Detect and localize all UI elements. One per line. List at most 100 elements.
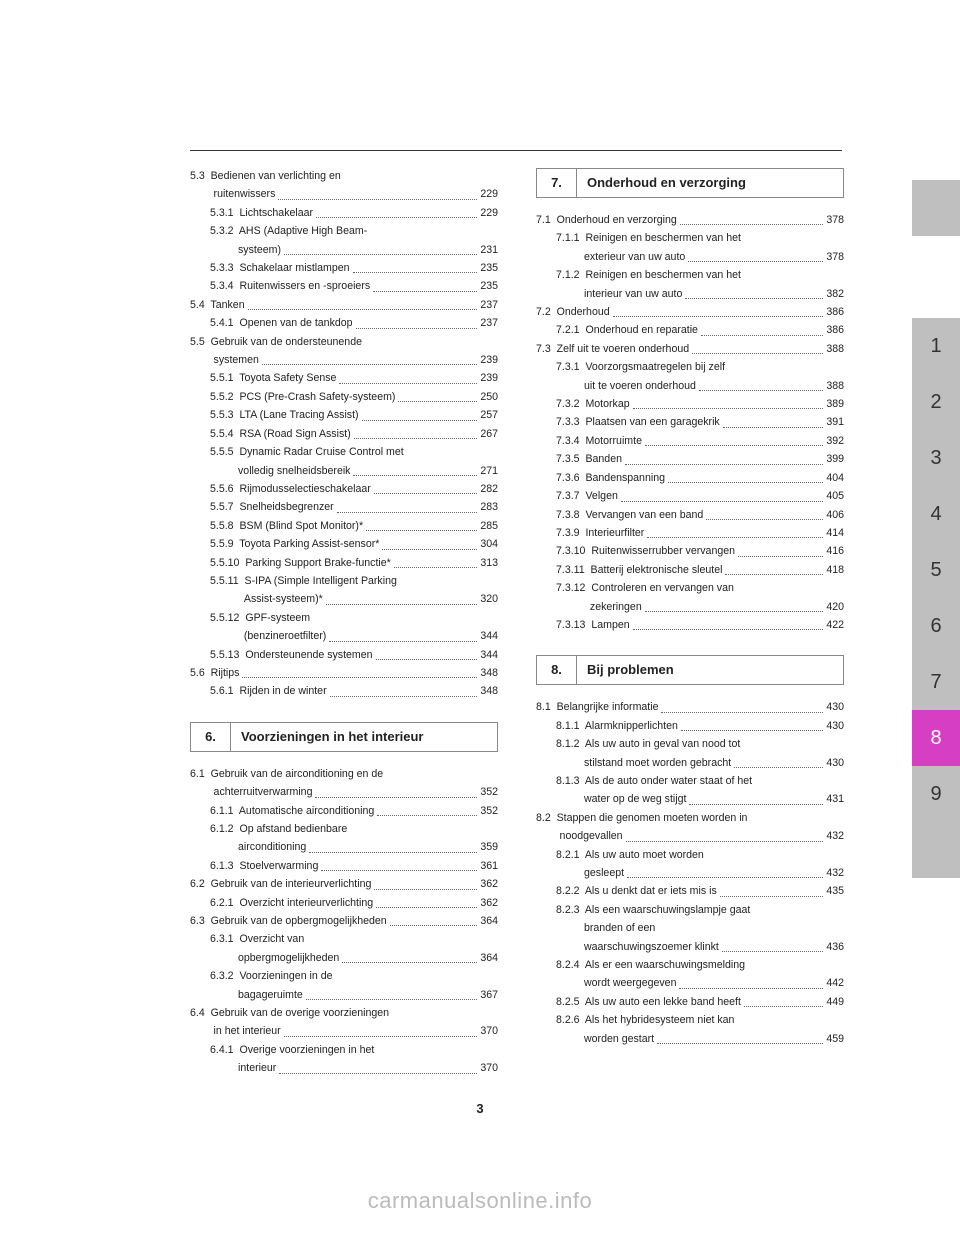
toc-leader-dots	[706, 519, 823, 520]
toc-page-number: 348	[480, 665, 498, 681]
toc-label: 7.1 Onderhoud en verzorging	[536, 212, 677, 228]
toc-label: 6.4.1 Overige voorzieningen in het	[210, 1042, 374, 1058]
toc-page-number: 362	[480, 876, 498, 892]
toc-entry-continuation: 5.5.12 GPF-systeem	[190, 610, 498, 626]
toc-leader-dots	[284, 1036, 478, 1037]
toc-leader-dots	[337, 512, 478, 513]
toc-page-number: 430	[826, 699, 844, 715]
toc-page-number: 418	[826, 562, 844, 578]
toc-page-number: 388	[826, 341, 844, 357]
toc-entry-continuation: 8.2 Stappen die genomen moeten worden in	[536, 810, 844, 826]
toc-page-number: 436	[826, 939, 844, 955]
toc-entry-continuation: 7.1.1 Reinigen en beschermen van het	[536, 230, 844, 246]
toc-label: 8.1.1 Alarmknipperlichten	[556, 718, 678, 734]
chapter-tab-9: 9	[912, 766, 960, 822]
toc-label: 7.3.9 Interieurfilter	[556, 525, 644, 541]
toc-leader-dots	[723, 427, 824, 428]
toc-leader-dots	[306, 999, 478, 1000]
toc-page-number: 313	[480, 555, 498, 571]
toc-leader-dots	[692, 353, 823, 354]
toc-entry-continuation: 6.1 Gebruik van de airconditioning en de	[190, 766, 498, 782]
toc-leader-dots	[330, 696, 478, 697]
toc-label: 5.3 Bedienen van verlichting en	[190, 168, 341, 184]
toc-entry-continuation: 8.1.3 Als de auto onder water staat of h…	[536, 773, 844, 789]
toc-label: worden gestart	[584, 1031, 654, 1047]
toc-label: airconditioning	[238, 839, 306, 855]
toc-label: 7.3.2 Motorkap	[556, 396, 630, 412]
toc-page-number: 431	[826, 791, 844, 807]
toc-entry-continuation: 5.3 Bedienen van verlichting en	[190, 168, 498, 184]
toc-leader-dots	[279, 1073, 477, 1074]
toc-label: 8.2.1 Als uw auto moet worden	[556, 847, 704, 863]
toc-entry-continuation: 7.3.12 Controleren en vervangen van	[536, 580, 844, 596]
toc-label: 6.3 Gebruik van de opbergmogelijkheden	[190, 913, 387, 929]
toc-leader-dots	[315, 797, 477, 798]
toc-label: 5.5.3 LTA (Lane Tracing Assist)	[210, 407, 359, 423]
chapter-tab-blank	[912, 180, 960, 236]
toc-label: 7.3.10 Ruitenwisserrubber vervangen	[556, 543, 735, 559]
chapter-tab-5: 5	[912, 542, 960, 598]
toc-label: 5.5.6 Rijmodusselectieschakelaar	[210, 481, 371, 497]
toc-leader-dots	[321, 870, 477, 871]
chapter-tab-8: 8	[912, 710, 960, 766]
toc-page-number: 235	[480, 260, 498, 276]
toc-entry: 5.5.9 Toyota Parking Assist-sensor*304	[190, 536, 498, 552]
toc-label: 7.3.13 Lampen	[556, 617, 630, 633]
toc-label: 6.1 Gebruik van de airconditioning en de	[190, 766, 383, 782]
toc-entry-continuation: 7.3.1 Voorzorgsmaatregelen bij zelf	[536, 359, 844, 375]
toc-label: 5.5.5 Dynamic Radar Cruise Control met	[210, 444, 404, 460]
toc-page-number: 344	[480, 628, 498, 644]
toc-label: 5.4.1 Openen van de tankdop	[210, 315, 353, 331]
toc-entry-continuation: 6.4.1 Overige voorzieningen in het	[190, 1042, 498, 1058]
toc-entry: 8.1.1 Alarmknipperlichten430	[536, 718, 844, 734]
toc-label: 7.3.12 Controleren en vervangen van	[556, 580, 734, 596]
toc-page-number: 361	[480, 858, 498, 874]
toc-page-number: 304	[480, 536, 498, 552]
toc-entry: 5.5.10 Parking Support Brake-functie*313	[190, 555, 498, 571]
toc-entry: uit te voeren onderhoud388	[536, 378, 844, 394]
toc-entry: waarschuwingszoemer klinkt 436	[536, 939, 844, 955]
toc-entry: bagageruimte367	[190, 987, 498, 1003]
toc-leader-dots	[309, 852, 477, 853]
toc-entry: exterieur van uw auto378	[536, 249, 844, 265]
toc-label: branden of een	[584, 920, 655, 936]
page-number: 3	[0, 1101, 960, 1116]
toc-leader-dots	[633, 629, 824, 630]
page: 5.3 Bedienen van verlichting en ruitenwi…	[0, 0, 960, 1242]
toc-label: 7.3.4 Motorruimte	[556, 433, 642, 449]
toc-page-number: 435	[826, 883, 844, 899]
toc-entry-continuation: 5.5.11 S-IPA (Simple Intelligent Parking	[190, 573, 498, 589]
toc-leader-dots	[373, 291, 477, 292]
toc-leader-dots	[744, 1006, 823, 1007]
toc-entry-continuation: 6.4 Gebruik van de overige voorzieningen	[190, 1005, 498, 1021]
toc-label: 5.5.7 Snelheidsbegrenzer	[210, 499, 334, 515]
section-number: 6.	[191, 723, 231, 751]
toc-label: 5.3.1 Lichtschakelaar	[210, 205, 313, 221]
toc-leader-dots	[633, 408, 824, 409]
toc-entry: noodgevallen432	[536, 828, 844, 844]
toc-leader-dots	[738, 556, 823, 557]
toc-entry: 7.3.3 Plaatsen van een garagekrik391	[536, 414, 844, 430]
toc-label: waarschuwingszoemer klinkt	[584, 939, 719, 955]
toc-page-number: 352	[480, 803, 498, 819]
toc-entry: systemen239	[190, 352, 498, 368]
toc-entry: 5.4.1 Openen van de tankdop237	[190, 315, 498, 331]
section-header: 8.Bij problemen	[536, 655, 844, 685]
toc-leader-dots	[661, 712, 823, 713]
toc-columns: 5.3 Bedienen van verlichting en ruitenwi…	[190, 168, 890, 1079]
toc-label: 6.1.3 Stoelverwarming	[210, 858, 318, 874]
toc-entry: 7.3.4 Motorruimte392	[536, 433, 844, 449]
toc-label: 7.2 Onderhoud	[536, 304, 610, 320]
toc-leader-dots	[248, 309, 478, 310]
toc-leader-dots	[647, 537, 823, 538]
chapter-tab-1: 1	[912, 318, 960, 374]
toc-entry: volledig snelheidsbereik271	[190, 463, 498, 479]
toc-entry: water op de weg stijgt431	[536, 791, 844, 807]
toc-page-number: 388	[826, 378, 844, 394]
toc-page-number: 362	[480, 895, 498, 911]
toc-label: bagageruimte	[238, 987, 303, 1003]
chapter-tab-6: 6	[912, 598, 960, 654]
toc-label: 7.3.8 Vervangen van een band	[556, 507, 703, 523]
toc-entry-continuation: 5.5.5 Dynamic Radar Cruise Control met	[190, 444, 498, 460]
toc-entry-continuation: branden of een	[536, 920, 844, 936]
